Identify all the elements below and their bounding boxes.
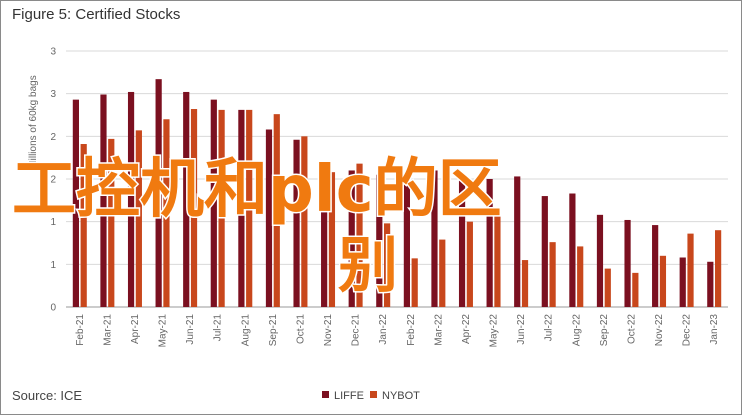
bar-nybot — [439, 239, 446, 307]
bar-liffe — [376, 174, 383, 307]
x-tick-label: Sep-21 — [268, 314, 279, 347]
legend-swatch-liffe — [322, 391, 329, 398]
x-tick-label: Oct-21 — [295, 314, 306, 344]
bar-liffe — [238, 109, 245, 307]
x-tick-label: Oct-22 — [626, 314, 637, 344]
bar-liffe — [100, 94, 107, 308]
bar-nybot — [328, 172, 336, 307]
bar-nybot — [246, 109, 253, 307]
y-tick-label: 1 — [50, 217, 56, 228]
x-tick-label: Jan-23 — [709, 314, 720, 345]
x-tick-label: Feb-22 — [406, 314, 417, 346]
bar-liffe — [72, 99, 79, 307]
bar-liffe — [624, 219, 631, 307]
bar-liffe — [321, 161, 328, 307]
bar-nybot — [715, 230, 722, 307]
watermark-line-2: 别 — [338, 231, 398, 301]
bar-nybot — [577, 246, 584, 307]
y-tick-label: 2 — [50, 175, 56, 186]
bar-liffe — [155, 79, 162, 307]
bar-liffe — [348, 170, 355, 307]
x-tick-label: Jun-22 — [516, 314, 527, 345]
y-axis-label: Millions of 60kg bags — [28, 75, 39, 168]
bars — [72, 79, 722, 308]
x-tick-label: Jan-22 — [378, 314, 389, 345]
x-tick-label: Apr-22 — [461, 314, 472, 344]
bar-liffe — [541, 196, 548, 307]
x-tick-label: Mar-21 — [102, 314, 113, 346]
watermark-line-1: 工控机和plc的区 — [12, 153, 502, 227]
legend-label-liffe: LIFFE — [334, 390, 364, 402]
x-tick-label: Jul-22 — [544, 314, 555, 342]
y-tick-label: 3 — [50, 47, 56, 58]
bar-liffe — [514, 176, 521, 307]
bar-liffe — [596, 214, 604, 307]
bar-nybot — [687, 233, 694, 307]
bar-liffe — [265, 129, 273, 307]
bar-liffe — [431, 170, 438, 307]
bar-liffe — [293, 139, 300, 307]
gridlines — [66, 50, 728, 308]
bar-liffe — [210, 99, 217, 307]
bar-nybot — [356, 163, 363, 307]
y-tick-label: 1 — [50, 260, 56, 271]
x-tick-label: Nov-22 — [654, 314, 665, 347]
x-tick-label: Dec-22 — [682, 314, 693, 347]
legend-swatch-nybot — [370, 391, 377, 398]
bar-nybot — [604, 268, 611, 307]
bar-liffe — [183, 91, 190, 308]
x-tick-label: May-21 — [158, 314, 169, 348]
bar-liffe — [652, 225, 659, 307]
x-tick-labels: Feb-21 Mar-21 Apr-21 May-21 Jun-21 Jul-21 Aug-… — [75, 314, 720, 348]
y-tick-label: 0 — [50, 303, 56, 314]
chart-title: Figure 5: Certified Stocks — [12, 6, 181, 23]
bar-liffe — [403, 180, 410, 307]
bar-nybot — [549, 242, 556, 307]
y-tick-label: 2 — [50, 132, 56, 143]
bar-nybot — [494, 210, 501, 307]
bar-liffe — [679, 257, 686, 307]
bar-nybot — [301, 136, 308, 307]
x-tick-label: Aug-22 — [571, 314, 582, 347]
x-tick-label: Nov-21 — [323, 314, 334, 347]
bar-liffe — [458, 180, 466, 307]
bar-nybot — [80, 144, 87, 307]
x-tick-label: Jul-21 — [213, 314, 224, 342]
bar-nybot — [659, 255, 667, 307]
bar-nybot — [273, 114, 280, 307]
x-tick-label: Sep-22 — [599, 314, 610, 347]
legend-label-nybot: NYBOT — [382, 390, 420, 402]
bar-liffe — [707, 261, 714, 307]
x-tick-label: Jun-21 — [185, 314, 196, 345]
bar-liffe — [569, 193, 576, 307]
y-tick-label: 3 — [50, 89, 56, 100]
bar-nybot — [384, 223, 391, 307]
x-tick-label: Apr-21 — [130, 314, 141, 344]
legend: LIFFE NYBOT — [322, 390, 420, 402]
x-tick-label: Aug-21 — [240, 314, 251, 347]
bar-nybot — [163, 119, 170, 308]
x-tick-label: Dec-21 — [351, 314, 362, 347]
bar-nybot — [466, 221, 473, 307]
x-tick-label: May-22 — [489, 314, 500, 348]
bar-nybot — [190, 109, 198, 307]
bar-nybot — [218, 109, 225, 307]
bar-liffe — [127, 91, 135, 308]
bar-liffe — [486, 179, 493, 307]
chart-source: Source: ICE — [12, 388, 83, 403]
x-tick-label: Feb-21 — [75, 314, 86, 346]
bar-nybot — [521, 260, 529, 307]
x-tick-label: Mar-22 — [433, 314, 444, 346]
bar-nybot — [108, 138, 115, 307]
bar-nybot — [411, 258, 418, 307]
bar-nybot — [135, 130, 142, 307]
y-tick-labels: 0 1 1 2 2 3 3 — [50, 47, 56, 314]
bar-nybot — [632, 272, 639, 307]
